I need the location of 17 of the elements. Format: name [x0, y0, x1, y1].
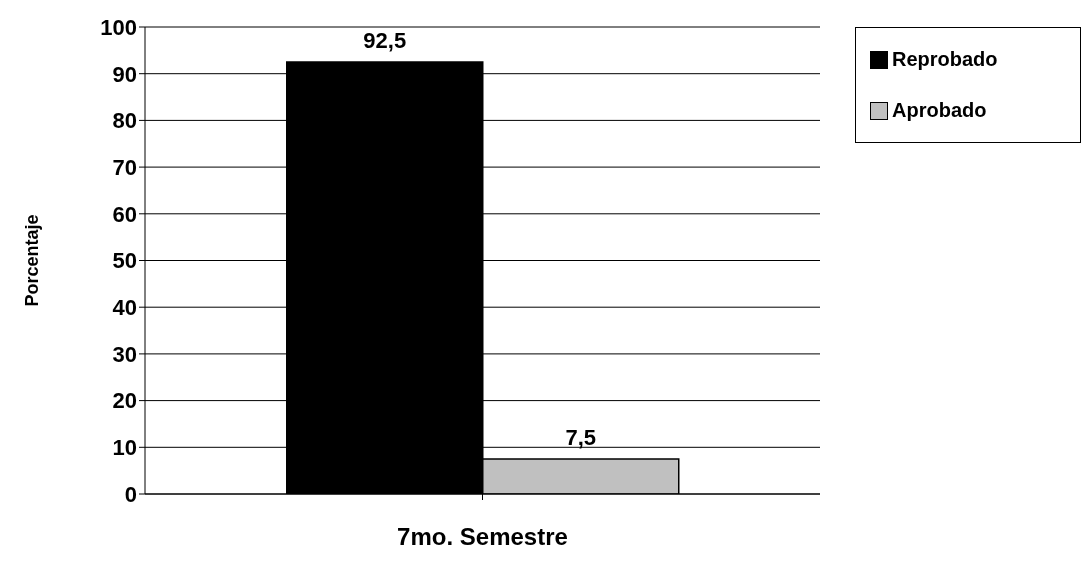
y-tick-label: 50 [112, 248, 137, 274]
y-tick-label: 60 [112, 201, 137, 227]
y-axis-title: Porcentaje [22, 214, 43, 307]
y-tick-label: 90 [112, 61, 137, 87]
x-tick-label: 7mo. Semestre [397, 523, 568, 551]
y-tick-label: 10 [112, 435, 137, 461]
legend-label: Reprobado [892, 48, 998, 71]
y-tick-label: 100 [100, 14, 137, 40]
y-tick-label: 40 [112, 295, 137, 321]
y-tick-label: 30 [112, 341, 137, 367]
legend-label: Aprobado [892, 99, 987, 122]
y-tick-label: 0 [124, 481, 137, 507]
data-label: 7,5 [565, 424, 597, 450]
y-tick-label: 80 [112, 108, 137, 134]
y-tick-label: 70 [112, 154, 137, 180]
data-label: 92,5 [363, 28, 407, 54]
y-tick-label: 20 [112, 388, 137, 414]
